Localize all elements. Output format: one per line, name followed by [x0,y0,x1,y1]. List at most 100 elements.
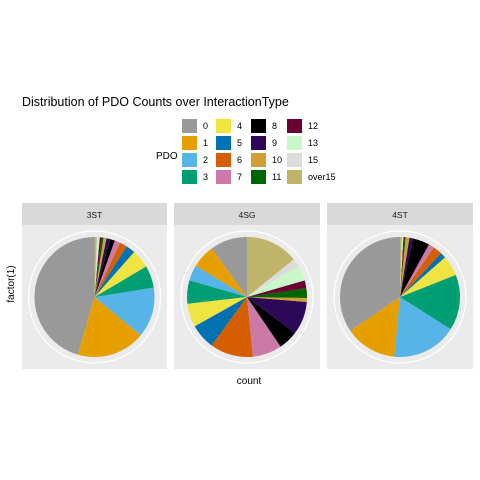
pie-slice-9 [94,238,111,297]
facet-4SG: 4SG [174,203,320,369]
pie-slice-6 [400,247,442,297]
pie-slice-10 [247,297,307,302]
pie-slice-5 [400,253,446,297]
legend-label-13: 13 [308,138,318,148]
pie-slice-11 [247,288,307,298]
legend-label-7: 7 [237,172,242,182]
pie-slice-over15 [94,236,97,297]
pie-slice-4 [94,251,147,297]
pie-slice-15 [94,237,99,297]
facet-strip-label: 4SG [238,210,255,220]
polar-grid-circle [180,230,314,364]
pie-slice-6 [94,242,127,297]
pie-slice-13 [94,237,100,297]
legend-label-1: 1 [203,138,208,148]
pie-slice-8 [400,238,429,297]
pie-slice-13 [400,237,404,297]
pie-slice-15 [247,259,299,297]
legend-key-10 [251,153,266,167]
facet-strip-label: 4ST [392,210,408,220]
pie-slice-9 [400,237,414,297]
pie-slice-3 [94,266,154,297]
legend-key-11 [251,170,266,184]
legend-key-9 [251,136,266,150]
pie-slice-8 [94,239,115,297]
legend-label-2: 2 [203,155,208,165]
pie-slice-7 [400,244,434,297]
pie-slice-5 [194,297,247,346]
legend-label-3: 3 [203,172,208,182]
pie-slice-7 [94,240,121,297]
legend-label-10: 10 [272,155,282,165]
legend-label-11: 11 [272,172,281,182]
pie-slice-0 [211,236,247,297]
pie-slice-0 [34,237,95,355]
facet-strip-label: 3ST [87,210,103,220]
pie-slice-11 [400,237,406,297]
facet-strip [327,203,473,225]
legend-key-6 [216,153,231,167]
legend-key-3 [182,170,197,184]
legend-label-15: 15 [308,155,318,165]
legend-key-2 [182,153,197,167]
pie-slice-0 [340,237,400,331]
pie-slice-1 [77,297,141,358]
legend-key-over15 [287,170,302,184]
legend-label-0: 0 [203,121,208,131]
pie-slice-9 [247,297,307,334]
legend-key-5 [216,136,231,150]
legend-label-over15: over15 [308,172,336,182]
pie-slice-over15 [247,237,294,297]
polar-grid-circle [333,230,467,364]
pie-slice-12 [247,280,307,297]
pie-slice-11 [94,237,104,297]
legend-key-13 [287,136,302,150]
pie-slice-12 [400,237,405,297]
legend-label-5: 5 [237,138,242,148]
legend-label-6: 6 [237,155,242,165]
pie-slice-3 [186,280,247,304]
y-axis-title: factor(1) [6,265,17,302]
legend-key-4 [216,119,231,133]
pie-slice-1 [350,297,400,357]
pie-slice-4 [187,297,247,327]
pie-slice-15 [400,237,403,297]
pie-slice-10 [94,237,107,297]
pie-slice-8 [247,297,295,347]
legend-label-12: 12 [308,121,318,131]
legend-key-8 [251,119,266,133]
legend-label-4: 4 [237,121,242,131]
legend-key-1 [182,136,197,150]
pie-slice-7 [247,297,281,357]
legend-key-0 [182,119,197,133]
facet-4ST: 4ST [327,203,473,369]
facet-3ST: 3ST [22,203,167,369]
pie-slice-6 [211,297,253,357]
pie-slice-12 [94,237,102,297]
legend-title: PDO [156,151,178,162]
pie-slice-2 [394,297,451,357]
chart-title: Distribution of PDO Counts over Interact… [22,95,289,109]
pie-slice-5 [94,246,135,297]
legend-key-7 [216,170,231,184]
pie-slice-over15 [400,237,402,297]
polar-grid-circle [27,230,162,364]
pie-slice-2 [189,265,247,297]
x-axis-title: count [237,376,262,387]
legend-key-15 [287,153,302,167]
facet-strip [174,203,320,225]
pie-slice-4 [400,257,456,297]
legend-key-12 [287,119,302,133]
facet-strip [22,203,167,225]
pie-slice-3 [400,274,461,330]
pie-slice-13 [247,265,305,297]
pie-slice-2 [94,287,155,336]
pie-slice-10 [400,237,410,297]
legend-label-9: 9 [272,138,277,148]
pie-slice-1 [195,248,247,297]
facet-panels: 3ST 4SG 4ST [22,203,473,369]
legend-label-8: 8 [272,121,277,131]
